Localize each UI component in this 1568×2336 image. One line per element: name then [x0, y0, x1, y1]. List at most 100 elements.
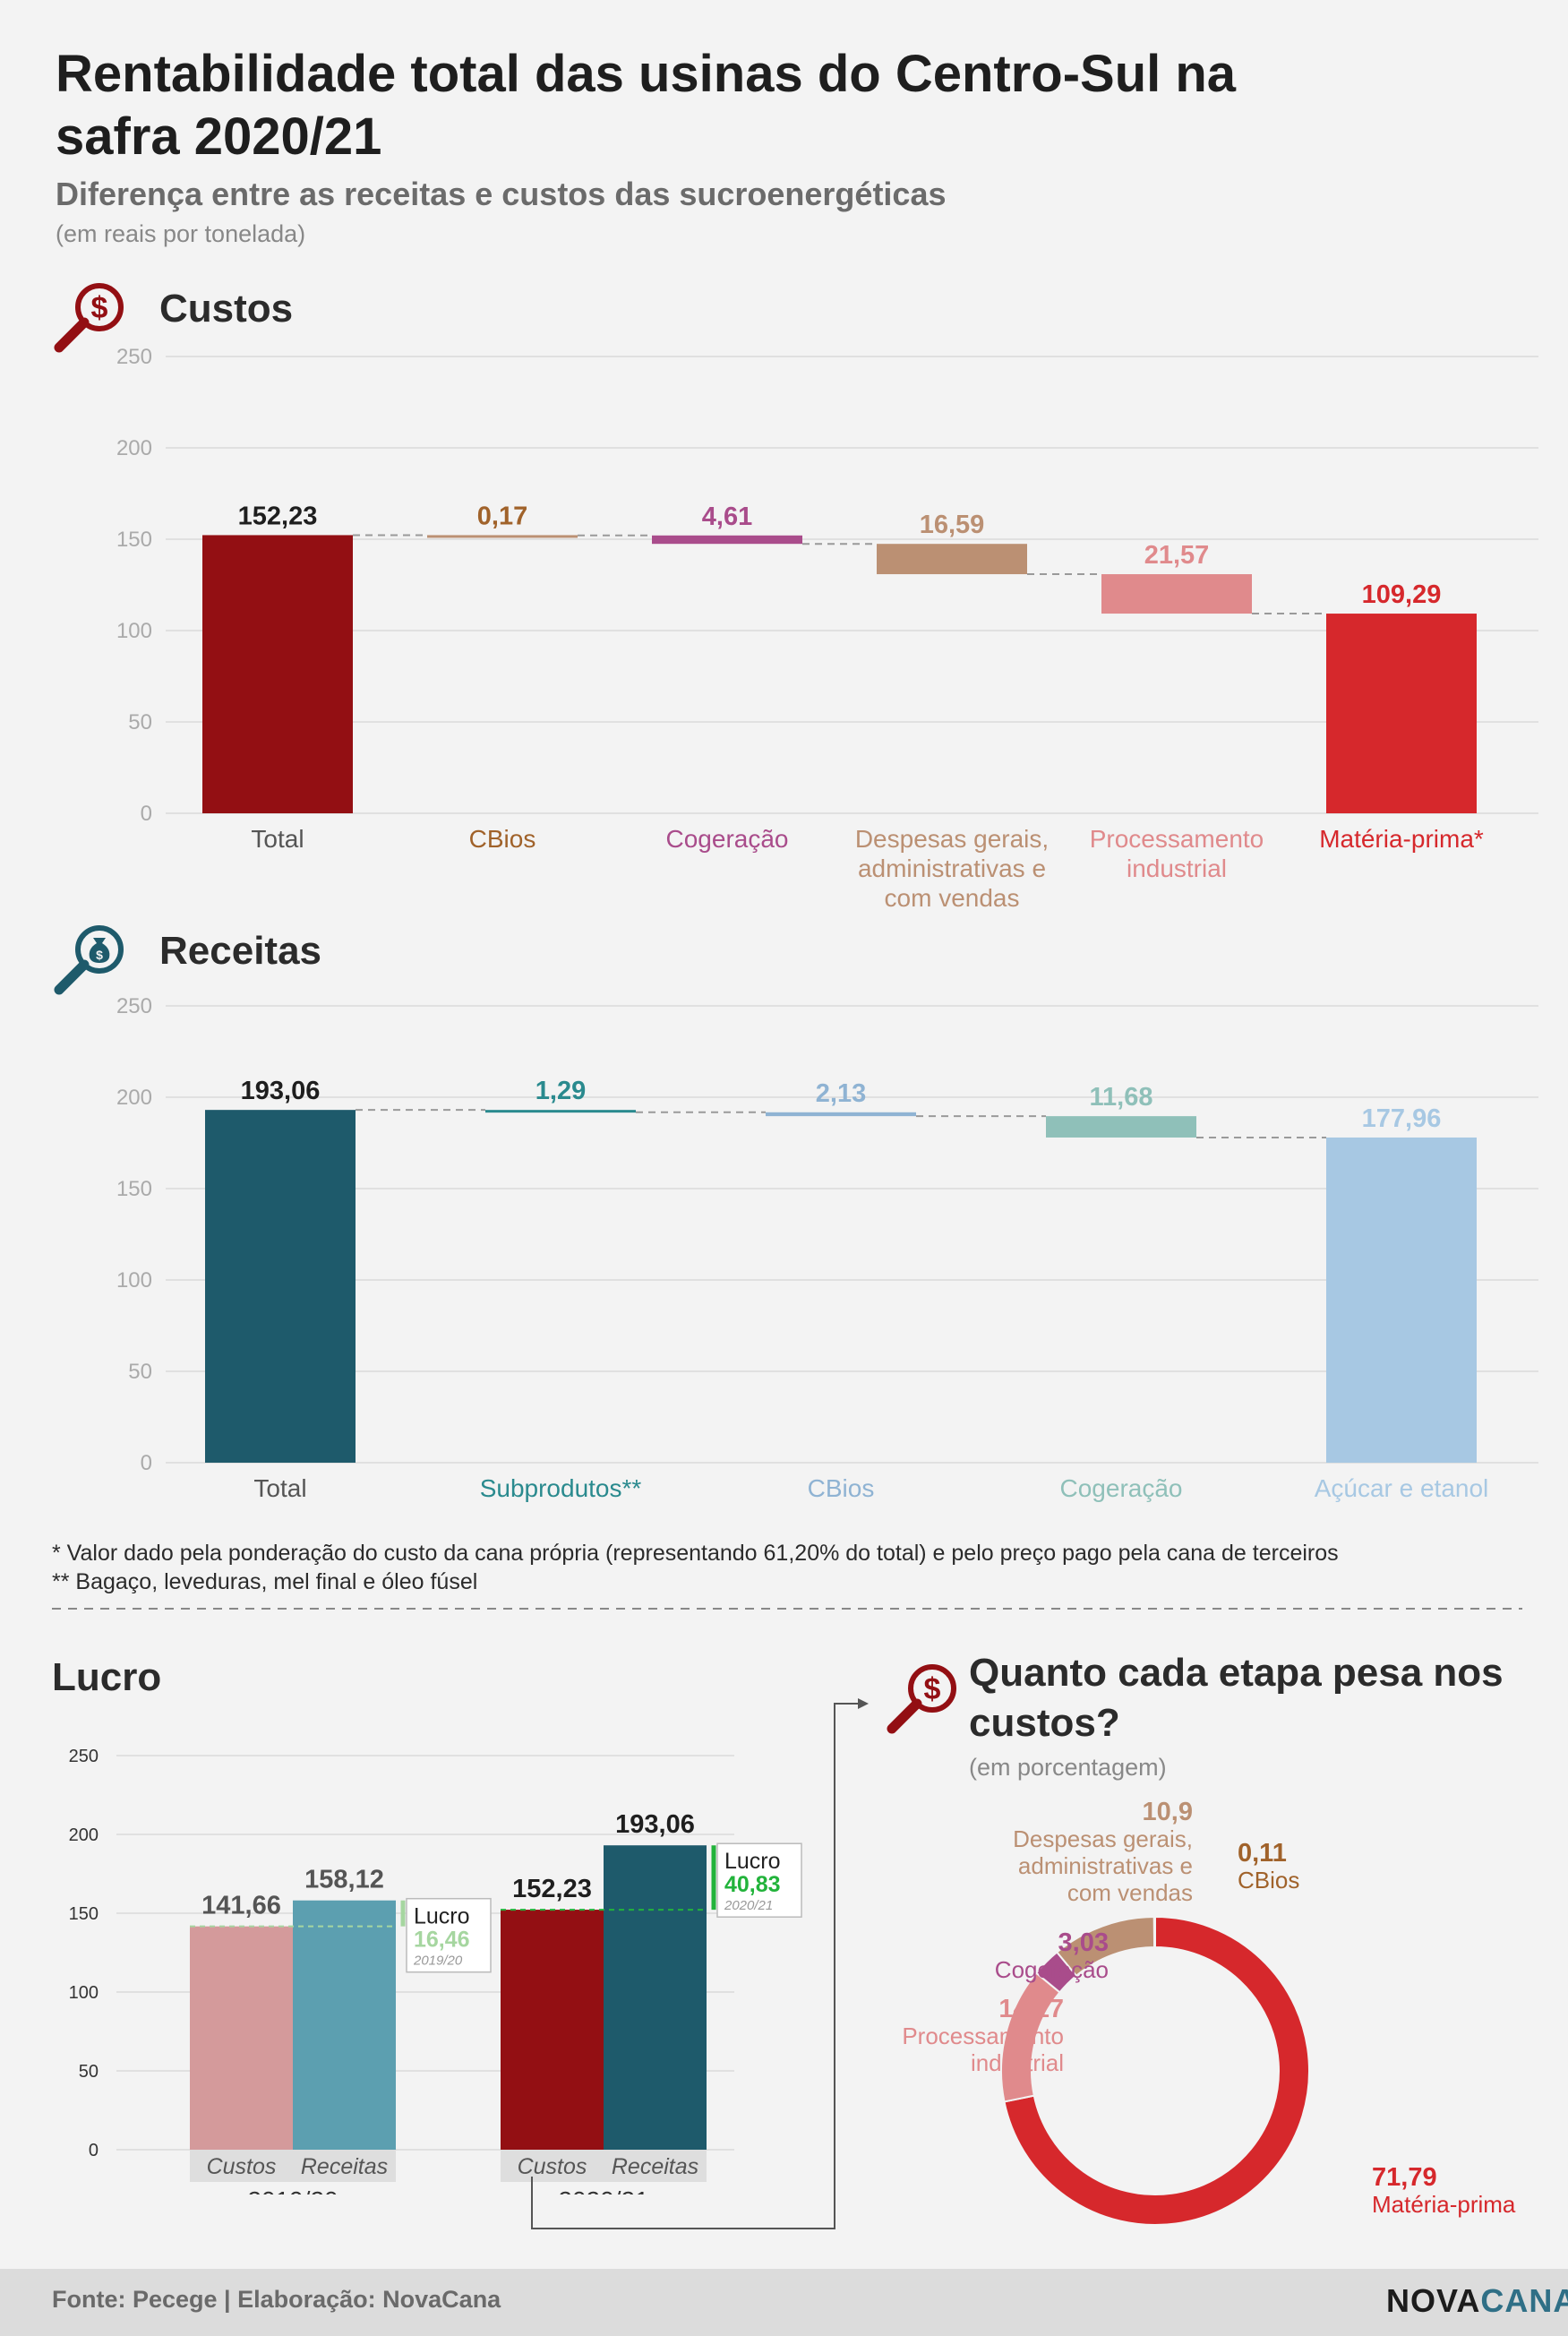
donut-slice [1003, 1915, 1310, 2226]
lucro-callout-title: Lucro [724, 1849, 781, 1874]
data-label: 109,29 [1362, 580, 1442, 609]
bar-receitas-4 [1326, 1137, 1477, 1463]
data-label: 16,59 [920, 511, 985, 539]
magnifier-dollar-icon: $ [54, 283, 124, 353]
footnote-2: ** Bagaço, leveduras, mel final e óleo f… [52, 1569, 478, 1594]
bar-lucro-1-1 [604, 1845, 707, 2150]
slice-name-label: CBios [1238, 1867, 1299, 1894]
bar-custos-5 [1326, 614, 1477, 813]
custos-waterfall-chart: 0 50 100 150 200 250 152,23 Total 0,17 CBios 4,61 C… [116, 345, 1538, 912]
y-tick-label: 0 [141, 1451, 152, 1475]
bar-lucro-0-1 [293, 1900, 396, 2150]
magnifier-dollar-icon: $ [887, 1664, 956, 1734]
page-title: Rentabilidade total das usinas do Centro… [56, 45, 1237, 166]
slice-value-label: 10,9 [1143, 1798, 1193, 1826]
y-tick-label: 200 [116, 436, 152, 460]
connector-arrow-icon [531, 1698, 869, 2229]
y-tick-label: 0 [89, 2141, 99, 2160]
category-label: com vendas [885, 884, 1020, 912]
category-label: Total [253, 1474, 306, 1502]
lucro-bar-chart: 0 50 100 150 200 250 141,66 Custos 158,12 Receita… [69, 1747, 802, 2194]
section-title-receitas: Receitas [159, 929, 322, 973]
receitas-waterfall-chart: 0 50 100 150 200 250 193,06 Total 1,29 Subproduto… [116, 994, 1538, 1502]
y-tick-label: 50 [128, 710, 152, 734]
data-label: 4,61 [702, 502, 752, 531]
svg-text:$: $ [96, 948, 103, 962]
lucro-callout-title: Lucro [414, 1904, 470, 1929]
data-label: 2,13 [816, 1079, 866, 1108]
y-tick-label: 100 [116, 619, 152, 643]
lucro-callout-year: 2020/21 [724, 1898, 773, 1913]
slice-name-label: administrativas e [1018, 1852, 1193, 1879]
bar-custos-0 [202, 535, 353, 813]
data-label: 158,12 [304, 1866, 384, 1894]
data-label: 0,17 [477, 502, 527, 530]
category-label: industrial [1127, 855, 1227, 882]
slice-name-label: com vendas [1067, 1879, 1193, 1906]
y-tick-label: 100 [116, 1268, 152, 1293]
category-label: Cogeração [666, 825, 789, 853]
group-label: 2019/20 [247, 2186, 338, 2194]
lucro-callout-box [406, 1897, 492, 1973]
slice-value-label: 71,79 [1372, 2163, 1437, 2192]
y-tick-label: 100 [69, 1983, 99, 2003]
group-axis-strip [501, 2150, 707, 2182]
category-label: Processamento [1090, 825, 1264, 853]
category-label: Cogeração [1060, 1474, 1183, 1502]
y-tick-label: 200 [116, 1086, 152, 1110]
bar-custos-4 [1101, 574, 1252, 614]
magnifier-moneybag-icon: $ [54, 925, 124, 995]
svg-text:$: $ [91, 291, 108, 325]
slice-value-label: 3,03 [1058, 1928, 1109, 1957]
y-tick-label: 150 [116, 528, 152, 552]
category-label: CBios [808, 1474, 875, 1502]
bar-custos-1 [427, 535, 578, 538]
y-tick-label: 250 [69, 1747, 99, 1766]
section-title-custos: Custos [159, 287, 294, 331]
y-tick-label: 150 [69, 1904, 99, 1924]
bar-custos-2 [652, 535, 802, 545]
y-tick-label: 250 [116, 345, 152, 369]
slice-name-label: Matéria-prima [1372, 2191, 1516, 2218]
lucro-callout-value: 16,46 [414, 1928, 470, 1953]
data-label: 11,68 [1090, 1083, 1153, 1112]
novacana-logo: NOVACANA [1386, 2282, 1568, 2320]
slice-name-label: industrial [971, 2049, 1064, 2076]
bar-receitas-1 [485, 1110, 636, 1113]
footer-source: Fonte: Pecege | Elaboração: NovaCana [52, 2286, 501, 2313]
svg-text:$: $ [924, 1672, 941, 1706]
section-divider [52, 1608, 1522, 1610]
bar-lucro-0-0 [190, 1926, 293, 2150]
data-label: 21,57 [1144, 541, 1210, 570]
donut-slice [1152, 1915, 1156, 1949]
category-label: Matéria-prima* [1319, 825, 1484, 853]
lucro-callout-year: 2019/20 [413, 1954, 463, 1969]
unit-note: (em reais por tonelada) [56, 220, 306, 247]
bar-receitas-2 [766, 1112, 916, 1117]
bar-category-label: Receitas [301, 2154, 388, 2179]
category-label: Subprodutos** [480, 1474, 642, 1502]
category-label: administrativas e [858, 855, 1046, 882]
data-label: 152,23 [238, 502, 318, 530]
bar-receitas-3 [1046, 1116, 1196, 1138]
data-label: 1,29 [536, 1077, 586, 1105]
bar-receitas-0 [205, 1110, 356, 1463]
y-tick-label: 150 [116, 1177, 152, 1201]
group-label: 2020/21 [558, 2186, 648, 2194]
lucro-callout-value: 40,83 [724, 1872, 781, 1897]
y-tick-label: 200 [69, 1825, 99, 1845]
category-label: Total [251, 825, 304, 853]
category-label: Despesas gerais, [855, 825, 1049, 853]
logo-part-a: NOVA [1386, 2282, 1481, 2319]
y-tick-label: 0 [141, 802, 152, 826]
data-label: 141,66 [201, 1892, 281, 1920]
logo-part-b: CANA [1480, 2282, 1568, 2319]
data-label: 152,23 [512, 1875, 592, 1903]
data-label: 177,96 [1362, 1104, 1442, 1133]
category-label: Açúcar e etanol [1315, 1474, 1489, 1502]
category-label: CBios [469, 825, 536, 853]
lucro-callout-box [716, 1842, 802, 1918]
bar-lucro-1-0 [501, 1910, 604, 2150]
section-title-lucro: Lucro [52, 1655, 162, 1699]
